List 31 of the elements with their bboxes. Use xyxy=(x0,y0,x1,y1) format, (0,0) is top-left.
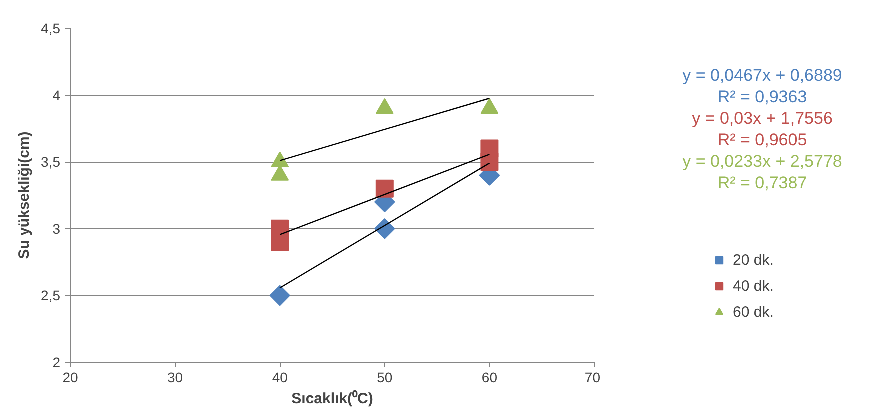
point xyxy=(376,98,394,114)
x-tick-label: 70 xyxy=(584,370,601,386)
text: R² = 0,9363 xyxy=(718,88,808,107)
y-axis-title: Su yüksekliği(cm) xyxy=(16,132,34,260)
x-tick-label: 60 xyxy=(482,370,498,386)
y-tick-label: 2,5 xyxy=(41,288,61,304)
text: y = 0,0233x + 2,5778 xyxy=(682,152,842,172)
text: y = 0,0467x + 0,6889 xyxy=(682,66,842,86)
legend-label: 40 dk. xyxy=(733,278,774,294)
x-tick-label: 30 xyxy=(168,370,184,386)
y-tick-label: 2 xyxy=(52,354,61,370)
y-tick-label: 4,5 xyxy=(41,20,61,36)
y-tick-label: 4 xyxy=(52,87,61,104)
point xyxy=(480,140,499,158)
x-tick-label: 50 xyxy=(377,370,393,386)
legend-label: 60 dk. xyxy=(733,304,774,320)
point xyxy=(480,98,499,114)
text: R² = 0,7387 xyxy=(718,174,808,193)
x-tick-label: 20 xyxy=(62,370,78,386)
y-tick-label: 3,5 xyxy=(41,154,61,170)
legend-label: 20 dk. xyxy=(733,252,774,268)
point xyxy=(374,218,396,240)
text: R² = 0,9605 xyxy=(718,130,808,150)
point xyxy=(271,152,290,168)
text: y = 0,03x + 1,7556 xyxy=(692,109,833,128)
x-axis-title: Sıcaklık(⁰C) xyxy=(292,390,374,408)
x-tick-label: 40 xyxy=(272,370,288,386)
point xyxy=(376,180,394,198)
point xyxy=(271,220,290,238)
point xyxy=(270,285,290,306)
y-tick-label: 3 xyxy=(52,220,61,237)
